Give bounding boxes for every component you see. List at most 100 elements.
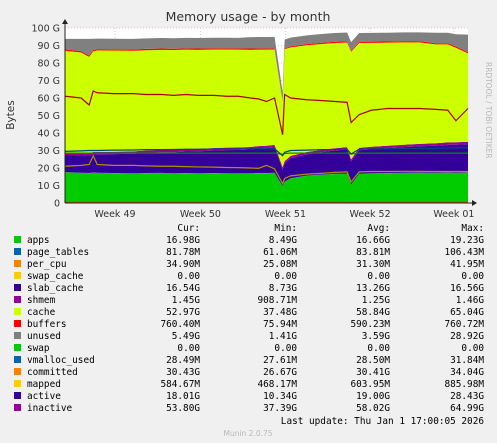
legend-value-max: 19.23G — [450, 235, 484, 246]
legend-series-name: cache — [27, 307, 56, 318]
legend-value-avg: 0.00 — [367, 343, 390, 354]
area-unused — [65, 32, 468, 102]
y-axis-label: Bytes — [5, 100, 17, 129]
line-committed — [64, 147, 469, 157]
line-inactive — [64, 90, 469, 135]
legend-swatch — [14, 296, 21, 303]
x-tick-label: Week 50 — [180, 209, 221, 220]
legend-value-min: 37.39G — [263, 403, 297, 414]
legend-column-header: Cur: — [177, 223, 200, 234]
y-axis-arrow — [62, 19, 68, 24]
legend-value-max: 0.00 — [461, 271, 484, 282]
legend-value-min: 27.61M — [263, 355, 297, 366]
legend-value-min: 0.00 — [274, 271, 297, 282]
legend-value-max: 16.56G — [450, 283, 484, 294]
legend-series-name: apps — [27, 235, 50, 246]
legend-value-cur: 16.54G — [166, 283, 200, 294]
legend-value-min: 468.17M — [257, 379, 297, 390]
legend-value-cur: 760.40M — [160, 319, 200, 330]
legend-value-max: 65.04G — [450, 307, 484, 318]
legend-swatch — [14, 332, 21, 339]
legend-value-cur: 5.49G — [172, 331, 201, 342]
legend-series-name: per_cpu — [27, 259, 67, 270]
y-tick-label: 30 G — [38, 146, 60, 157]
legend-value-min: 75.94M — [263, 319, 297, 330]
legend-value-cur: 81.78M — [166, 247, 200, 258]
y-tick-labels: 0 10 G 20 G 30 G 40 G 50 G 60 G 70 G 80 G 90 G 100… — [31, 24, 60, 210]
legend-swatch — [14, 272, 21, 279]
legend-value-min: 8.49G — [269, 235, 298, 246]
x-tick-label: Week 49 — [94, 209, 135, 220]
legend-series-name: buffers — [27, 319, 67, 330]
legend-value-avg: 0.00 — [367, 271, 390, 282]
legend-value-min: 25.08M — [263, 259, 297, 270]
y-tick-label: 50 G — [38, 111, 60, 122]
x-tick-labels: Week 49 Week 50 Week 51 Week 52 Week 01 — [94, 209, 474, 220]
x-tick-label: Week 52 — [350, 209, 391, 220]
y-tick-label: 0 — [54, 199, 60, 210]
legend-series-name: vmalloc_used — [27, 355, 95, 366]
legend-value-cur: 18.01G — [166, 391, 200, 402]
legend-value-max: 1.46G — [456, 295, 485, 306]
legend-series-name: active — [27, 391, 61, 402]
legend-value-avg: 3.59G — [362, 331, 391, 342]
legend-value-cur: 30.43G — [166, 367, 200, 378]
legend-column-header: Max: — [461, 223, 484, 234]
legend-value-avg: 28.50M — [356, 355, 390, 366]
y-tick-label: 40 G — [38, 129, 60, 140]
legend-swatch — [14, 248, 21, 255]
legend-value-min: 37.48G — [263, 307, 297, 318]
legend-value-min: 8.73G — [269, 283, 298, 294]
legend-value-max: 64.99G — [450, 403, 484, 414]
legend-value-avg: 58.84G — [356, 307, 390, 318]
legend-value-min: 908.71M — [257, 295, 297, 306]
legend-series-name: shmem — [27, 295, 56, 306]
y-tick-label: 20 G — [38, 164, 60, 175]
legend-swatch — [14, 344, 21, 351]
legend-series-name: mapped — [27, 379, 61, 390]
legend-value-max: 106.43M — [444, 247, 484, 258]
legend-value-max: 28.43G — [450, 391, 484, 402]
legend: Cur: Min: Avg: Max: apps 16.98G 8.49G 16.66G 19.… — [14, 223, 484, 414]
legend-column-header: Min: — [274, 223, 297, 234]
legend-value-cur: 0.00 — [177, 343, 200, 354]
legend-column-header: Avg: — [367, 223, 390, 234]
legend-series-name: unused — [27, 331, 61, 342]
legend-value-cur: 34.90M — [166, 259, 200, 270]
area-cache — [65, 42, 468, 168]
legend-series-name: page_tables — [27, 247, 89, 258]
legend-series-name: inactive — [27, 403, 73, 414]
legend-value-avg: 19.00G — [356, 391, 390, 402]
legend-value-max: 885.98M — [444, 379, 484, 390]
legend-swatch — [14, 404, 21, 411]
last-update-text: Last update: Thu Jan 1 17:00:05 2026 — [281, 416, 485, 427]
legend-swatch — [14, 368, 21, 375]
legend-value-max: 41.95M — [450, 259, 484, 270]
legend-value-avg: 16.66G — [356, 235, 390, 246]
y-tick-label: 10 G — [38, 181, 60, 192]
legend-value-avg: 83.81M — [356, 247, 390, 258]
y-tick-label: 90 G — [38, 41, 60, 52]
legend-swatch — [14, 380, 21, 387]
legend-value-cur: 53.80G — [166, 403, 200, 414]
rrdtool-credit-label: RRDTOOL / TOBI OETIKER — [484, 62, 493, 159]
legend-value-min: 26.67G — [263, 367, 297, 378]
axes — [62, 19, 477, 206]
legend-value-max: 34.04G — [450, 367, 484, 378]
legend-value-cur: 584.67M — [160, 379, 200, 390]
stacked-areas — [65, 32, 468, 203]
line-active — [64, 154, 468, 186]
legend-value-avg: 603.95M — [350, 379, 390, 390]
legend-value-cur: 0.00 — [177, 271, 200, 282]
munin-version-footer: Munin 2.0.75 — [223, 429, 272, 438]
x-tick-label: Week 51 — [265, 209, 306, 220]
legend-value-avg: 58.02G — [356, 403, 390, 414]
area-apps — [65, 172, 468, 203]
legend-value-avg: 31.30M — [356, 259, 390, 270]
legend-series-name: slab_cache — [27, 283, 84, 294]
legend-swatch — [14, 356, 21, 363]
legend-value-cur: 16.98G — [166, 235, 200, 246]
legend-value-max: 31.84M — [450, 355, 484, 366]
legend-value-min: 0.00 — [274, 343, 297, 354]
